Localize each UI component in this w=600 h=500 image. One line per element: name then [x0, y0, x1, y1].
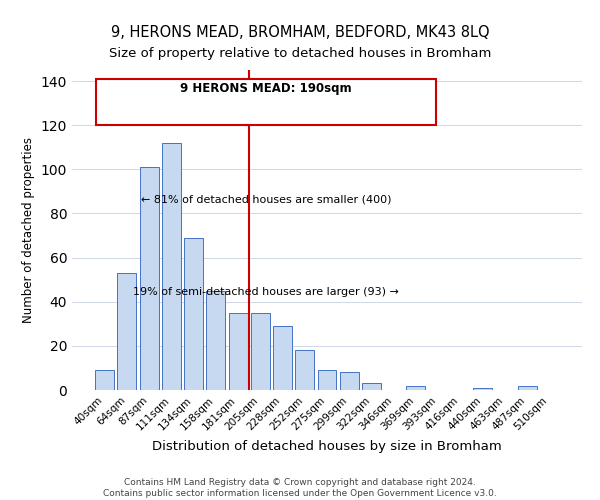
Bar [140, 167, 158, 390]
X-axis label: Distribution of detached houses by size in Bromham: Distribution of detached houses by size … [152, 440, 502, 453]
Text: Contains HM Land Registry data © Crown copyright and database right 2024.
Contai: Contains HM Land Registry data © Crown c… [103, 478, 497, 498]
Bar [340, 372, 359, 390]
Bar [229, 313, 248, 390]
Y-axis label: Number of detached properties: Number of detached properties [22, 137, 35, 323]
Bar [118, 273, 136, 390]
Bar [251, 313, 270, 390]
Bar [518, 386, 536, 390]
FancyBboxPatch shape [96, 79, 436, 125]
Text: ← 81% of detached houses are smaller (400): ← 81% of detached houses are smaller (40… [141, 194, 392, 204]
Text: 9, HERONS MEAD, BROMHAM, BEDFORD, MK43 8LQ: 9, HERONS MEAD, BROMHAM, BEDFORD, MK43 8… [110, 25, 490, 40]
Text: 9 HERONS MEAD: 190sqm: 9 HERONS MEAD: 190sqm [181, 82, 352, 95]
Text: 19% of semi-detached houses are larger (93) →: 19% of semi-detached houses are larger (… [133, 287, 399, 297]
Bar [95, 370, 114, 390]
Bar [295, 350, 314, 390]
Bar [406, 386, 425, 390]
Text: Size of property relative to detached houses in Bromham: Size of property relative to detached ho… [109, 48, 491, 60]
Bar [473, 388, 492, 390]
Bar [362, 384, 381, 390]
Bar [206, 290, 225, 390]
Bar [317, 370, 337, 390]
Bar [184, 238, 203, 390]
Bar [162, 143, 181, 390]
Bar [273, 326, 292, 390]
